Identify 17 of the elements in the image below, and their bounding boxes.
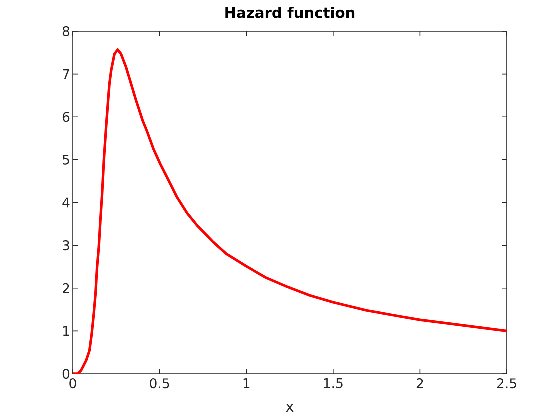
y-tick-label: 7 <box>63 69 70 80</box>
y-tick-label: 2 <box>62 283 70 294</box>
y-tick-label: 8 <box>62 26 70 37</box>
chart-title: Hazard function <box>226 7 355 18</box>
y-tick-label: 5 <box>63 154 70 165</box>
y-tick-label: 0 <box>62 368 70 380</box>
x-tick-label: 1 <box>244 378 250 388</box>
x-tick-label: 0.5 <box>150 378 170 389</box>
x-tick-label: 1.5 <box>324 378 343 388</box>
y-tick-label: 6 <box>62 112 70 122</box>
x-tick-label: 2 <box>416 378 424 388</box>
x-axis-title: x <box>286 404 294 412</box>
y-tick-label: 4 <box>62 198 70 208</box>
x-tick-label: 2.5 <box>497 378 516 389</box>
x-tick-label: 0 <box>70 378 76 389</box>
y-tick-label: 1 <box>63 326 70 336</box>
y-tick-label: 3 <box>63 240 70 251</box>
